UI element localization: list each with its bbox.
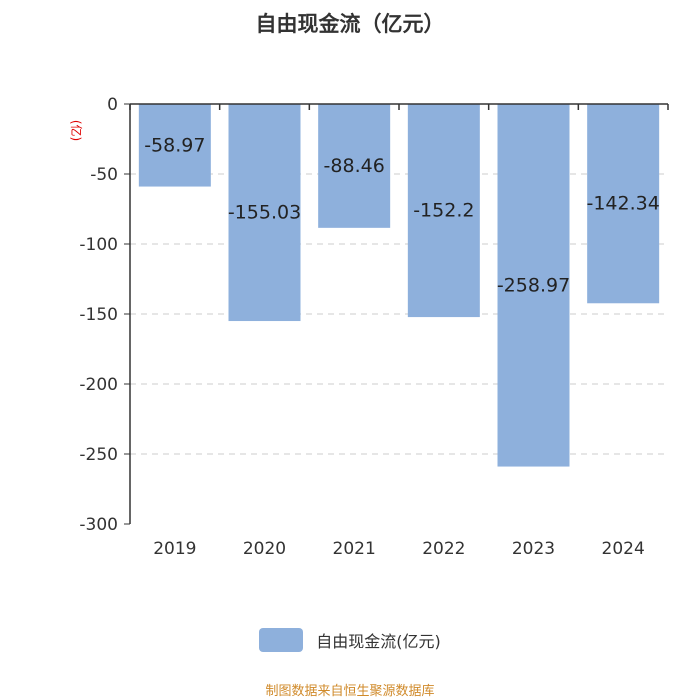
y-tick-label: -100 xyxy=(79,235,118,255)
bar-data-label: -152.2 xyxy=(413,200,474,222)
source-note: 制图数据来自恒生聚源数据库 xyxy=(265,684,435,699)
legend-swatch xyxy=(259,628,304,652)
y-tick-label: -200 xyxy=(79,375,118,395)
bar-data-label: -258.97 xyxy=(497,274,570,296)
bar-data-label: -155.03 xyxy=(228,202,301,224)
x-tick-label: 2024 xyxy=(602,539,645,559)
bar xyxy=(318,104,391,228)
bar-data-label: -58.97 xyxy=(144,134,205,156)
bar xyxy=(587,104,660,304)
y-tick-label: -50 xyxy=(90,165,118,185)
bar-data-label: -88.46 xyxy=(324,155,385,177)
y-tick-label: -250 xyxy=(79,445,118,465)
y-tick-label: -150 xyxy=(79,305,118,325)
x-tick-label: 2019 xyxy=(153,539,196,559)
legend: 自由现金流(亿元) xyxy=(0,628,700,652)
bar-data-label: -142.34 xyxy=(586,193,659,215)
bar xyxy=(138,104,211,187)
legend-label: 自由现金流(亿元) xyxy=(316,632,441,651)
bar xyxy=(497,104,570,467)
x-tick-label: 2020 xyxy=(243,539,286,559)
x-tick-label: 2021 xyxy=(333,539,376,559)
bar xyxy=(228,104,301,322)
y-tick-label: -300 xyxy=(79,515,118,535)
y-tick-label: 0 xyxy=(107,95,118,115)
x-tick-label: 2022 xyxy=(422,539,465,559)
bar xyxy=(407,104,480,318)
chart-title: 自由现金流（亿元） xyxy=(255,12,445,36)
x-tick-label: 2023 xyxy=(512,539,555,559)
